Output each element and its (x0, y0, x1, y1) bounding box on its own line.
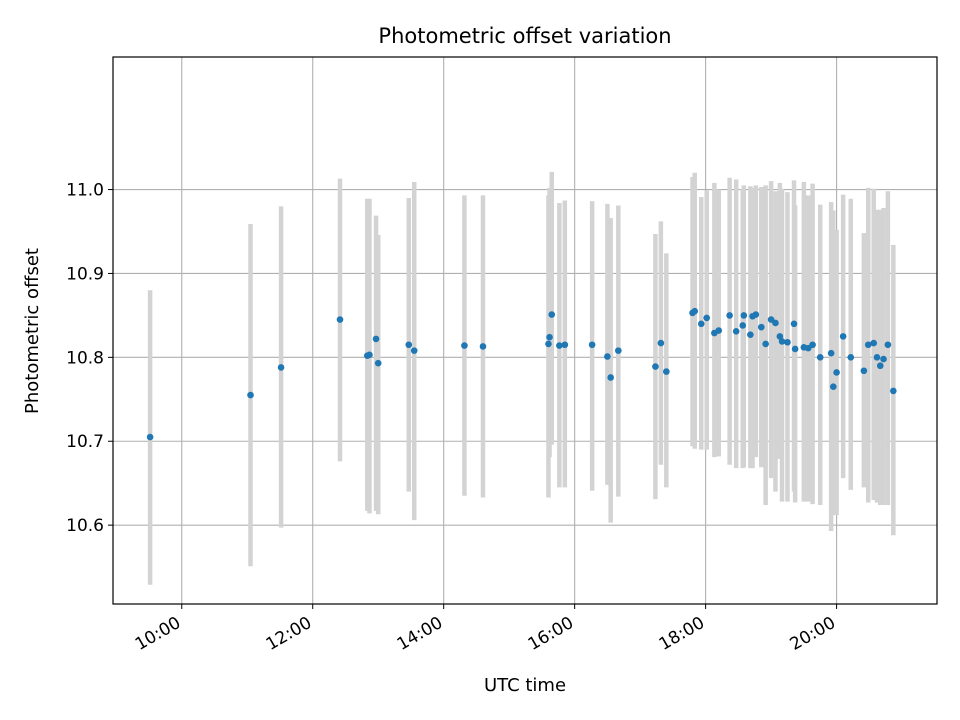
data-point (410, 347, 418, 354)
data-point (663, 368, 670, 375)
data-point (652, 363, 659, 370)
data-point (657, 339, 665, 347)
data-point (691, 307, 699, 315)
data-point (772, 319, 779, 327)
data-point (876, 362, 884, 370)
data-point (146, 433, 154, 441)
data-point (479, 343, 487, 350)
data-point (607, 374, 614, 381)
data-point (336, 316, 344, 323)
data-point (847, 354, 855, 361)
data-point (405, 341, 413, 349)
data-point (757, 323, 765, 331)
y-tick-label: 10.9 (66, 264, 104, 284)
y-tick-label: 10.7 (66, 432, 104, 452)
data-point (791, 345, 799, 353)
y-tick-label: 10.8 (66, 348, 104, 368)
data-point (556, 342, 563, 349)
data-point (830, 383, 837, 391)
data-point (726, 312, 733, 319)
data-point (545, 340, 552, 348)
data-point (277, 364, 285, 371)
data-point (778, 338, 786, 345)
data-point (776, 333, 784, 340)
data-point (372, 335, 380, 343)
data-point (864, 341, 872, 349)
data-point (740, 312, 748, 319)
data-point (739, 322, 747, 329)
data-point (762, 340, 769, 348)
data-points (146, 307, 897, 441)
data-point (548, 311, 556, 318)
data-point (784, 338, 791, 346)
data-point (615, 347, 622, 354)
y-tick-label: 11.0 (66, 181, 104, 201)
data-point (809, 341, 816, 349)
data-point (827, 349, 835, 357)
data-point (884, 341, 892, 349)
data-point (247, 391, 254, 399)
data-point (374, 359, 382, 367)
data-point (890, 387, 897, 395)
data-point (703, 314, 711, 322)
data-point (790, 320, 798, 328)
data-point (880, 355, 887, 363)
data-point (833, 369, 840, 376)
data-point (604, 353, 611, 360)
data-point (873, 354, 881, 361)
y-tick-label: 10.6 (66, 516, 104, 536)
data-point (752, 311, 760, 318)
data-point (870, 339, 877, 347)
chart-title: Photometric offset variation (378, 24, 671, 48)
y-axis-ticks: 10.6 10.7 10.8 10.9 11.0 (66, 181, 113, 536)
x-axis-title: UTC time (484, 675, 566, 696)
data-point (747, 331, 754, 338)
data-point (715, 327, 723, 334)
data-point (732, 328, 740, 335)
data-point (366, 351, 373, 359)
data-point (839, 333, 847, 340)
plot-area-frame (112, 56, 938, 605)
data-point (561, 341, 569, 349)
data-point (860, 367, 868, 375)
data-point (588, 341, 596, 349)
data-point (546, 333, 553, 341)
y-axis-title: Photometric offset (22, 248, 43, 414)
data-point (697, 320, 705, 328)
data-point (816, 354, 824, 361)
data-point (461, 342, 468, 349)
